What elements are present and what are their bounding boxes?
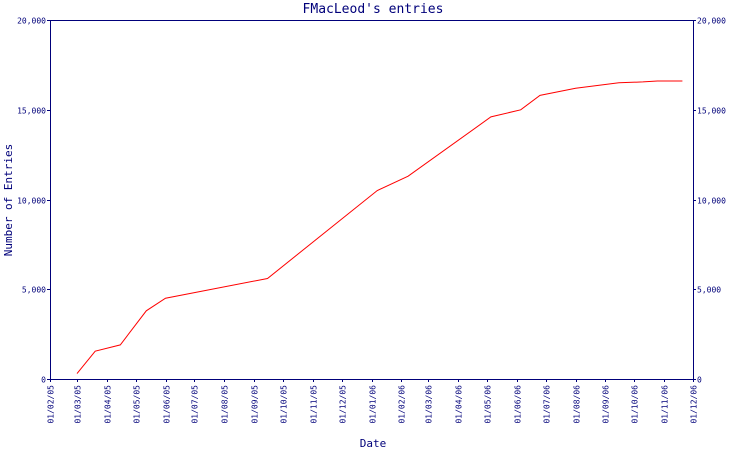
y-tick-label-right: 10,000 [697,197,726,206]
y-axis-left: 0 5,000 10,000 15,000 20,000 [17,17,50,385]
y-tick-label-left: 5,000 [22,286,46,295]
x-tick-label: 01/04/05 [104,385,113,424]
x-tick-label: 01/08/06 [573,385,582,424]
y-tick-label-left: 15,000 [17,107,46,116]
y-tick-label-right: 20,000 [697,17,726,26]
x-tick-label: 01/07/05 [191,385,200,424]
y-axis-label: Number of Entries [2,144,15,257]
x-tick-label: 01/12/05 [339,385,348,424]
y-tick-label-left: 0 [41,376,46,385]
y-axis-right: 0 5,000 10,000 15,000 20,000 [693,17,726,385]
x-tick-label: 01/10/05 [280,385,289,424]
x-tick-label: 01/01/06 [369,385,378,424]
series-layer [76,80,683,374]
x-axis: 01/02/05 01/03/05 01/04/05 01/05/05 01/06/05… [47,379,699,424]
x-tick-label: 01/06/05 [163,385,172,424]
x-tick-label: 01/03/05 [74,385,83,424]
x-tick-label: 01/11/06 [661,385,670,424]
x-tick-label: 01/05/06 [484,385,493,424]
y-tick-label-left: 20,000 [17,17,46,26]
x-tick-label: 01/11/05 [310,385,319,424]
y-tick-label-right: 0 [697,376,702,385]
x-tick-label: 01/04/06 [455,385,464,424]
x-axis-label: Date [360,437,387,450]
y-tick-label-left: 10,000 [17,197,46,206]
y-tick-label-right: 15,000 [697,107,726,116]
y-tick-label-right: 5,000 [697,286,721,295]
x-tick-label: 01/02/06 [398,385,407,424]
x-tick-label: 01/09/06 [602,385,611,424]
plot-frame [50,20,694,380]
x-tick-label: 01/08/05 [221,385,230,424]
x-tick-label: 01/06/06 [514,385,523,424]
x-tick-label: 01/02/05 [47,385,56,424]
x-tick-label: 01/03/06 [425,385,434,424]
x-tick-label: 01/12/06 [690,385,699,424]
x-tick-label: 01/10/06 [631,385,640,424]
series-line [76,80,683,374]
x-tick-label: 01/09/05 [251,385,260,424]
chart-title: FMacLeod's entries [303,2,444,17]
x-tick-label: 01/05/05 [133,385,142,424]
x-tick-label: 01/07/06 [543,385,552,424]
